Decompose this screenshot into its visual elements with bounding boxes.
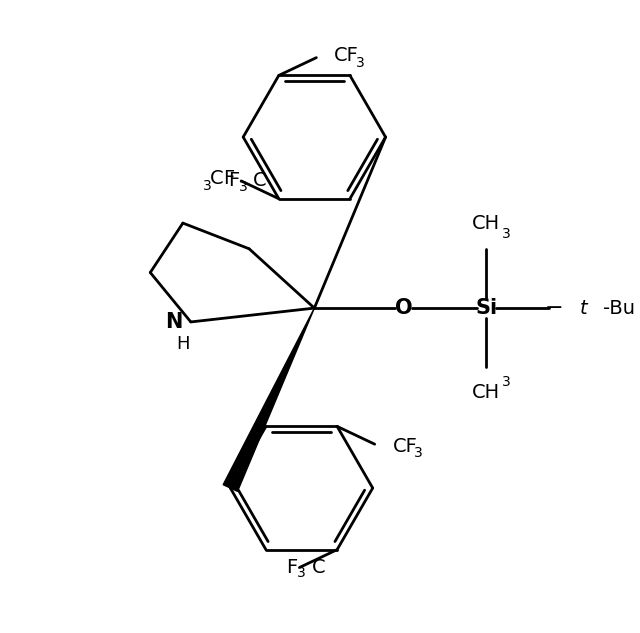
Text: H: H [176,335,189,353]
Text: C: C [312,558,325,577]
Text: Si: Si [476,298,497,318]
Text: CH: CH [472,383,500,402]
Text: C: C [253,172,267,191]
Text: N: N [166,312,183,332]
Text: 3: 3 [356,56,365,70]
Text: 3: 3 [297,567,306,580]
Text: −: − [544,298,563,318]
Text: CF: CF [334,46,359,65]
Text: 3: 3 [203,179,212,193]
Text: CF: CF [392,437,417,456]
Text: F: F [228,172,239,191]
Text: -Bu: -Bu [603,299,635,318]
Text: 3: 3 [502,227,511,241]
Text: F: F [286,558,298,577]
Text: t: t [579,299,587,318]
Text: C: C [210,170,223,189]
Text: F: F [223,170,235,189]
Polygon shape [223,308,314,491]
Text: 3: 3 [414,446,423,460]
Text: CH: CH [472,214,500,233]
Text: 3: 3 [502,375,511,389]
Text: O: O [394,298,412,318]
Text: 3: 3 [239,180,248,194]
